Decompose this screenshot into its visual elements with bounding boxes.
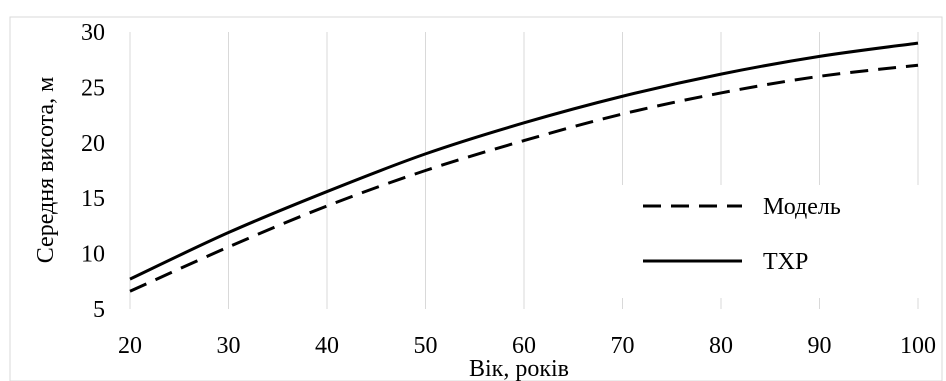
x-tick-label: 30 — [217, 333, 241, 359]
series-layer — [129, 41, 919, 293]
y-tick-label: 15 — [81, 186, 105, 212]
legend: Модель ТХР — [595, 185, 928, 298]
y-tick-label: 30 — [81, 20, 105, 46]
x-tick-label: 50 — [414, 333, 438, 359]
legend-background — [595, 185, 928, 298]
legend-label-thr: ТХР — [763, 249, 808, 275]
legend-label-model: Модель — [763, 194, 841, 220]
y-tick-label: 25 — [81, 75, 105, 101]
x-tick-label: 40 — [315, 333, 339, 359]
y-tick-label: 10 — [81, 242, 105, 268]
x-tick-label: 60 — [512, 333, 536, 359]
x-tick-label: 70 — [611, 333, 635, 359]
y-tick-label: 5 — [93, 297, 105, 323]
y-tick-label: 20 — [81, 131, 105, 157]
series-line-model — [129, 63, 919, 293]
x-axis-title: Вік, років — [469, 356, 569, 381]
x-tick-label: 80 — [709, 333, 733, 359]
x-tick-label: 90 — [808, 333, 832, 359]
x-tick-label: 100 — [900, 333, 936, 359]
x-tick-label: 20 — [118, 333, 142, 359]
series-line-thr — [129, 41, 919, 281]
x-tick-labels: 20 30 40 50 60 70 80 90 100 — [118, 333, 936, 359]
y-tick-labels: 5 10 15 20 25 30 — [81, 20, 105, 323]
y-axis-title: Середня висота, м — [33, 77, 59, 264]
